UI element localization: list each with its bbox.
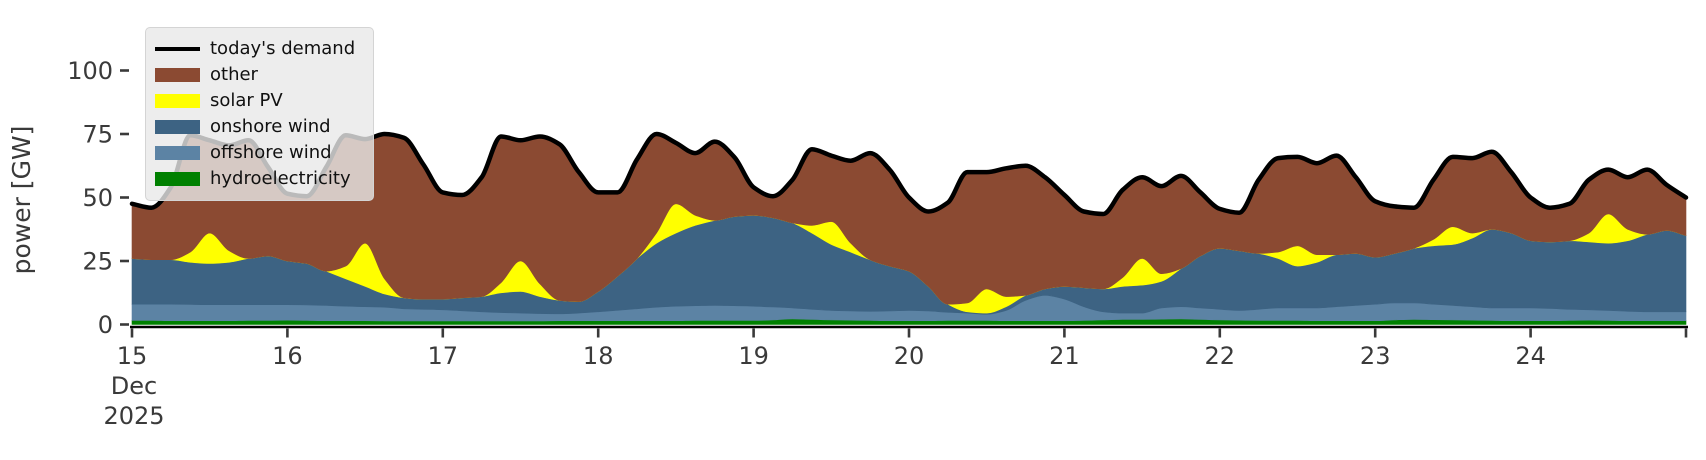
legend: today's demand other solar PV onshore wind o…	[145, 27, 374, 201]
y-tick-label-100: 100	[67, 57, 113, 85]
legend-entry-onshore-wind: onshore wind	[155, 114, 361, 140]
legend-entry-offshore-wind: offshore wind	[155, 140, 361, 166]
x-tick-label-21: 21	[1049, 342, 1080, 370]
legend-key-line	[155, 46, 200, 52]
y-axis-label: power [GW]	[7, 126, 36, 275]
legend-entry-solar-pv: solar PV	[155, 88, 361, 114]
x-tick-label-22: 22	[1205, 342, 1236, 370]
x-tick-label-24: 24	[1515, 342, 1546, 370]
y-tick-label-50: 50	[82, 184, 113, 212]
y-tick-label-75: 75	[82, 121, 113, 149]
legend-label: offshore wind	[210, 142, 332, 163]
demand-line	[129, 131, 1689, 217]
legend-label: other	[210, 64, 258, 85]
legend-key-patch	[155, 146, 200, 160]
x-tick-label-18: 18	[583, 342, 614, 370]
y-tick-label-25: 25	[82, 248, 113, 276]
x-tick-label-16: 16	[272, 342, 303, 370]
x-offset-month: Dec	[111, 372, 157, 400]
x-tick-label-20: 20	[894, 342, 925, 370]
legend-entry-hydroelectricity: hydroelectricity	[155, 166, 361, 192]
legend-key-patch	[155, 68, 200, 82]
legend-entry-other: other	[155, 62, 361, 88]
legend-key-patch	[155, 94, 200, 108]
y-axis-ticks: 0 25 50 75 100	[67, 57, 129, 339]
x-tick-label-17: 17	[428, 342, 459, 370]
legend-label: onshore wind	[210, 116, 331, 137]
legend-entry-today-s-demand: today's demand	[155, 36, 361, 62]
legend-label: hydroelectricity	[210, 168, 351, 189]
x-tick-label-15: 15	[117, 342, 148, 370]
legend-key-patch	[155, 120, 200, 134]
legend-key-patch	[155, 172, 200, 186]
legend-label: today's demand	[210, 38, 356, 59]
x-axis-ticks: 15 16 17 18 19 20 21 22 23 24	[117, 328, 1688, 370]
x-tick-label-19: 19	[738, 342, 769, 370]
y-tick-label-0: 0	[98, 311, 113, 339]
stacked-areas	[131, 133, 1687, 325]
legend-label: solar PV	[210, 90, 283, 111]
x-tick-label-23: 23	[1360, 342, 1391, 370]
x-offset-year: 2025	[103, 402, 164, 430]
